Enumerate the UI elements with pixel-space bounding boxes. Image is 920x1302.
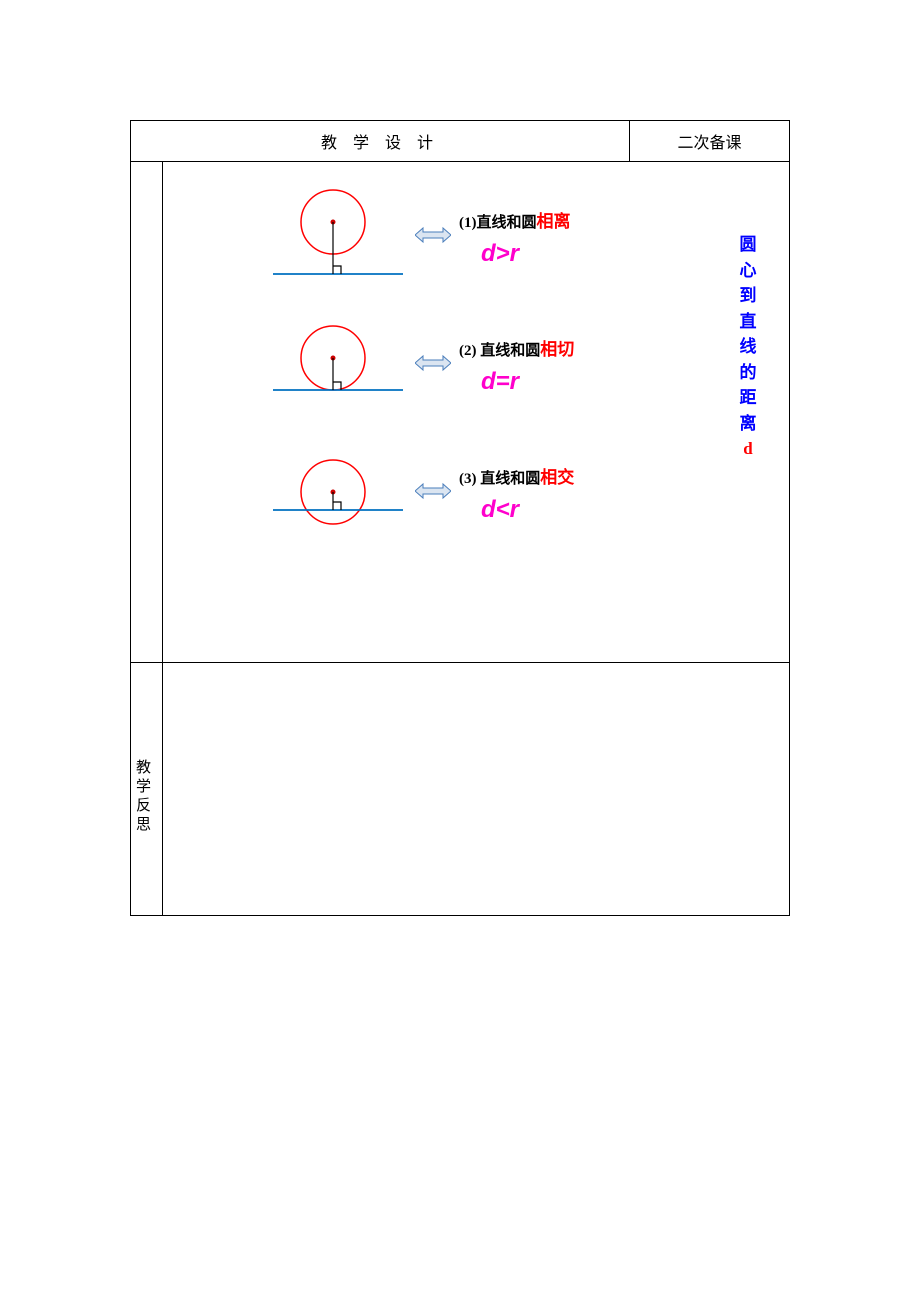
- case-formula-3: d<r: [481, 496, 779, 524]
- right-angle-icon: [333, 502, 341, 510]
- lesson-plan-table: 教 学 设 计 二次备课 圆 心 到 直 线 的 距 离 d: [130, 120, 790, 916]
- reflection-label-cell: 教学反思: [131, 663, 163, 916]
- case-text-1: (1)直线和圆相离 d>r: [453, 207, 779, 268]
- diagram-svg-separate: [253, 182, 413, 292]
- diagram-intersect: [253, 438, 413, 548]
- header-left: 教 学 设 计: [131, 121, 630, 162]
- case-row-1: (1)直线和圆相离 d>r: [253, 182, 779, 292]
- reflection-content-cell: [163, 663, 790, 916]
- case-relation: 相交: [540, 468, 574, 487]
- diagram-tangent: [253, 310, 413, 420]
- side-note-char: 离: [740, 414, 757, 433]
- side-note-char: 到: [740, 286, 757, 305]
- double-arrow-icon: [415, 226, 451, 249]
- diagram-svg-intersect: [253, 438, 413, 548]
- case-prefix: 直线和圆: [477, 215, 537, 231]
- side-note-char: 直: [740, 312, 757, 331]
- case-text-3: (3) 直线和圆相交 d<r: [453, 463, 779, 524]
- side-note-var: d: [743, 439, 752, 458]
- case-formula-2: d=r: [481, 368, 779, 396]
- content-row: 圆 心 到 直 线 的 距 离 d: [131, 162, 790, 663]
- side-note: 圆 心 到 直 线 的 距 离 d: [739, 232, 757, 462]
- case-prefix: 直线和圆: [480, 471, 540, 487]
- content-cell: 圆 心 到 直 线 的 距 离 d: [163, 162, 790, 663]
- case-row-2: (2) 直线和圆相切 d=r: [253, 310, 779, 420]
- side-note-char: 圆: [740, 235, 757, 254]
- side-note-char: 距: [740, 388, 757, 407]
- case-title-2: (2) 直线和圆相切: [459, 335, 779, 360]
- header-row: 教 学 设 计 二次备课: [131, 121, 790, 162]
- case-row-3: (3) 直线和圆相交 d<r: [253, 438, 779, 548]
- diagram-separate: [253, 182, 413, 292]
- reflection-row: 教学反思: [131, 663, 790, 916]
- side-note-char: 的: [740, 363, 757, 382]
- double-arrow-3: [413, 482, 453, 505]
- content-inner: 圆 心 到 直 线 的 距 离 d: [173, 182, 779, 548]
- double-arrow-1: [413, 226, 453, 249]
- case-relation: 相切: [540, 340, 574, 359]
- case-relation: 相离: [537, 212, 571, 231]
- case-text-2: (2) 直线和圆相切 d=r: [453, 335, 779, 396]
- case-index: (1): [459, 215, 477, 231]
- double-arrow-icon: [415, 482, 451, 505]
- reflection-label: 教学反思: [132, 664, 153, 835]
- header-right: 二次备课: [630, 121, 790, 162]
- right-angle-icon: [333, 266, 341, 274]
- content-narrow-cell: [131, 162, 163, 663]
- double-arrow-icon: [415, 354, 451, 377]
- side-note-char: 心: [740, 261, 757, 280]
- case-title-1: (1)直线和圆相离: [459, 207, 779, 232]
- case-formula-1: d>r: [481, 240, 779, 268]
- side-note-char: 线: [740, 337, 757, 356]
- diagram-svg-tangent: [253, 310, 413, 420]
- case-prefix: 直线和圆: [480, 343, 540, 359]
- case-index: (3): [459, 471, 477, 487]
- double-arrow-2: [413, 354, 453, 377]
- case-index: (2): [459, 343, 477, 359]
- case-title-3: (3) 直线和圆相交: [459, 463, 779, 488]
